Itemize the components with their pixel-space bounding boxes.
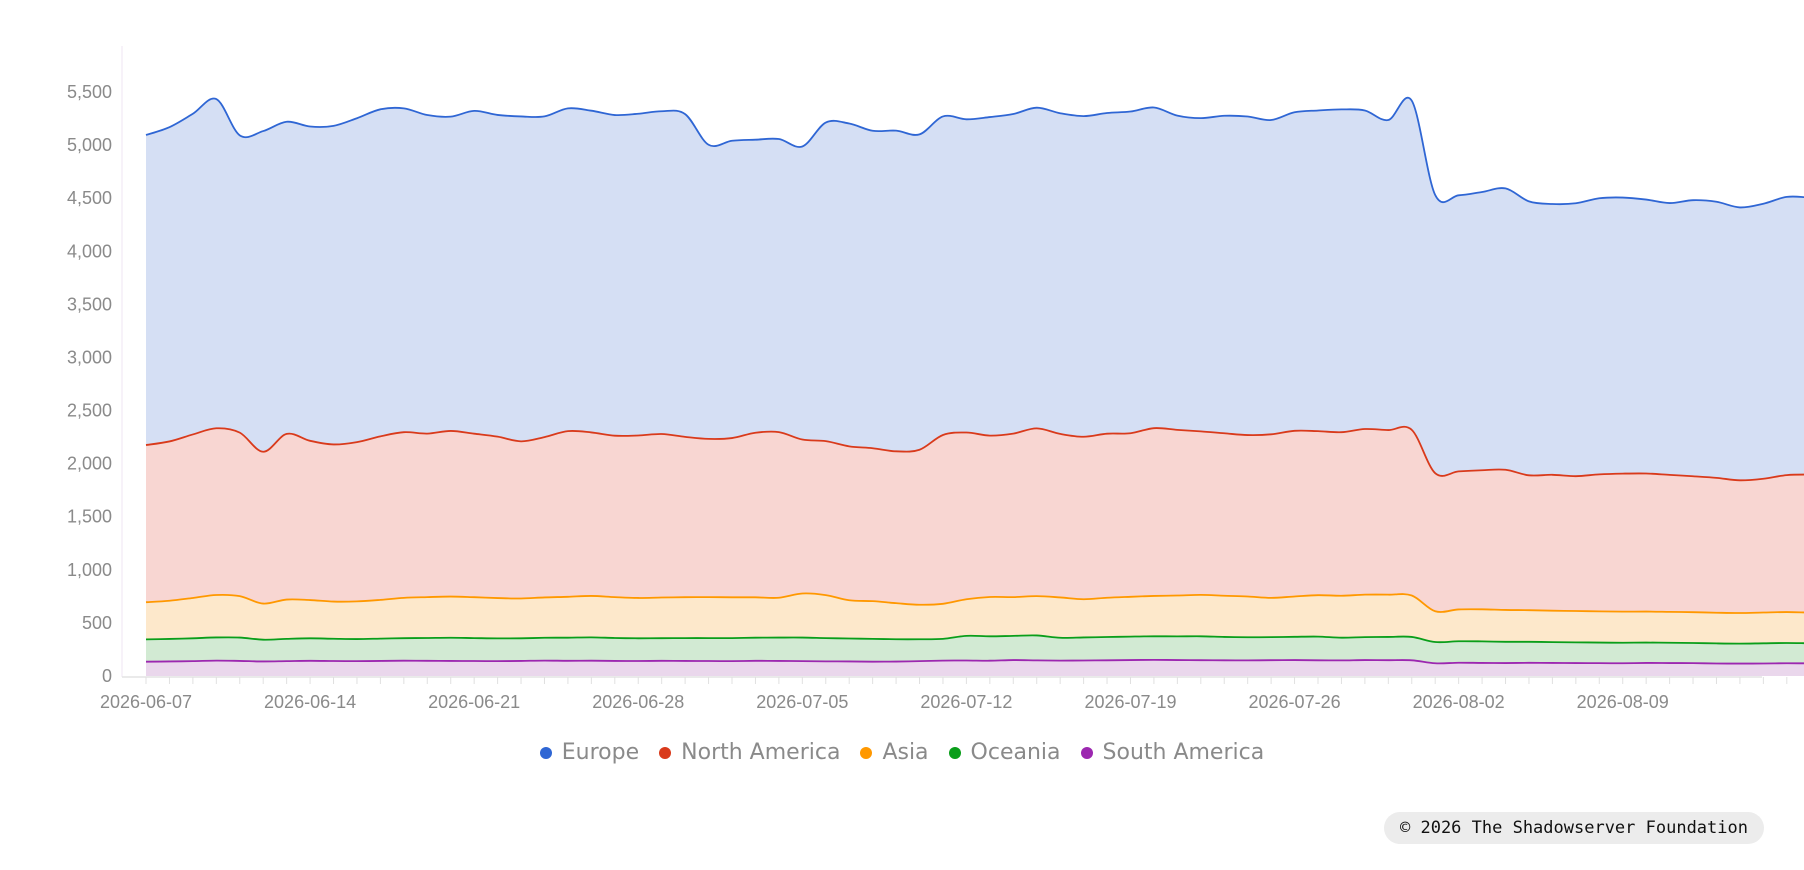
x-tick-label: 2026-06-21 [428, 692, 520, 712]
x-tick-label: 2026-06-07 [100, 692, 192, 712]
y-tick-label: 5,500 [67, 82, 112, 102]
x-tick-label: 2026-07-05 [756, 692, 848, 712]
legend-item-south-america[interactable]: South America [1080, 740, 1265, 765]
x-tick-label: 2026-08-02 [1413, 692, 1505, 712]
area-asia [146, 593, 1804, 644]
legend-dot-asia [860, 746, 873, 759]
chart-legend: Europe North America Asia Oceania South … [0, 740, 1804, 765]
x-tick-label: 2026-06-14 [264, 692, 356, 712]
legend-dot-europe [539, 746, 552, 759]
legend-label-south-america: South America [1102, 740, 1265, 765]
y-tick-label: 2,000 [67, 454, 112, 474]
area-oceania [146, 635, 1804, 664]
legend-dot-north-america [659, 746, 672, 759]
line-europe [145, 96, 1804, 209]
line-north-america [145, 425, 1804, 482]
x-tick-label: 2026-07-12 [920, 692, 1012, 712]
x-tick-label: 2026-08-09 [1577, 692, 1669, 712]
legend-item-asia[interactable]: Asia [860, 740, 929, 765]
area-europe [146, 97, 1804, 481]
y-tick-label: 4,500 [67, 188, 112, 208]
legend-item-north-america[interactable]: North America [659, 740, 840, 765]
area-north-america [146, 426, 1804, 614]
y-tick-label: 500 [82, 613, 112, 633]
line-asia [145, 592, 1804, 614]
y-tick-label: 4,000 [67, 241, 112, 261]
legend-label-oceania: Oceania [970, 740, 1061, 765]
line-south-america [145, 658, 1804, 665]
x-tick-label: 2026-07-19 [1084, 692, 1176, 712]
legend-label-europe: Europe [561, 740, 640, 765]
legend-item-europe[interactable]: Europe [539, 740, 640, 765]
y-tick-label: 3,000 [67, 347, 112, 367]
x-tick-label: 2026-06-28 [592, 692, 684, 712]
y-tick-label: 3,500 [67, 294, 112, 314]
legend-dot-south-america [1080, 746, 1093, 759]
x-tick-label: 2026-07-26 [1249, 692, 1341, 712]
legend-dot-oceania [948, 746, 961, 759]
y-tick-label: 2,500 [67, 401, 112, 421]
legend-label-north-america: North America [681, 740, 841, 765]
area-south-america [146, 659, 1804, 676]
y-tick-label: 5,000 [67, 135, 112, 155]
legend-label-asia: Asia [882, 740, 929, 765]
copyright-badge: © 2026 The Shadowserver Foundation [1384, 812, 1764, 844]
legend-item-oceania[interactable]: Oceania [948, 740, 1061, 765]
y-tick-label: 1,000 [67, 560, 112, 580]
y-tick-label: 0 [102, 666, 112, 686]
y-tick-label: 1,500 [67, 507, 112, 527]
line-oceania [145, 634, 1804, 645]
